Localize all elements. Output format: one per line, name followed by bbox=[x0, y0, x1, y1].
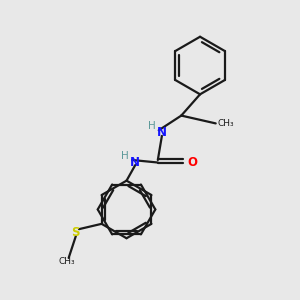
Text: O: O bbox=[187, 156, 197, 169]
Text: H: H bbox=[122, 151, 129, 160]
Text: S: S bbox=[72, 226, 80, 239]
Text: N: N bbox=[130, 156, 140, 169]
Text: N: N bbox=[157, 126, 167, 139]
Text: H: H bbox=[148, 121, 156, 131]
Text: CH₃: CH₃ bbox=[218, 119, 235, 128]
Text: CH₃: CH₃ bbox=[59, 256, 75, 266]
